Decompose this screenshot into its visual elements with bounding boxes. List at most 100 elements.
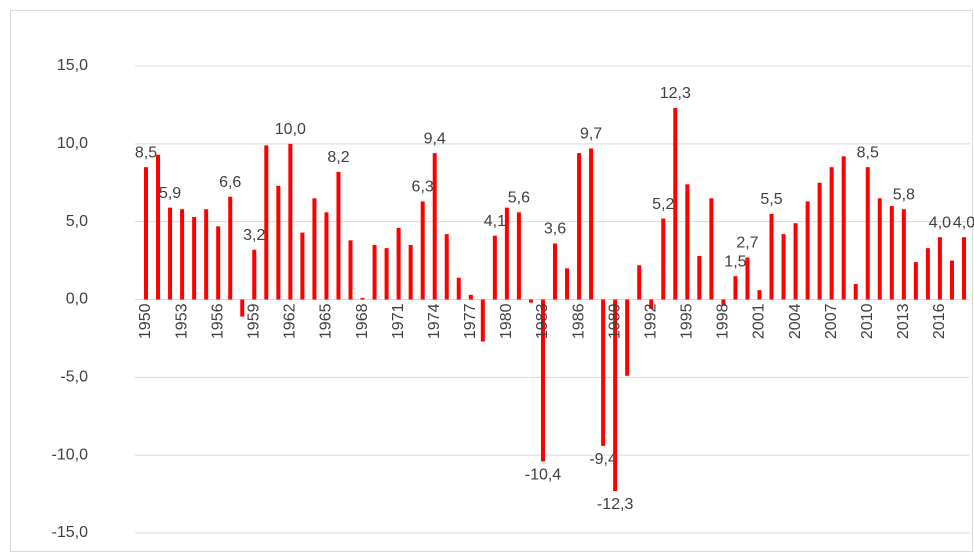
bar bbox=[444, 234, 449, 300]
bar bbox=[805, 201, 810, 300]
data-label: 12,3 bbox=[660, 85, 691, 102]
bar bbox=[757, 290, 762, 300]
data-label: 5,2 bbox=[652, 196, 674, 213]
data-label: 3,2 bbox=[243, 227, 265, 244]
bar bbox=[180, 209, 185, 300]
y-tick-label: 10,0 bbox=[57, 135, 88, 152]
bar bbox=[661, 218, 666, 300]
data-label: 8,5 bbox=[135, 144, 157, 161]
bar bbox=[697, 255, 702, 300]
bar bbox=[733, 276, 738, 300]
x-tick-label: 2010 bbox=[859, 303, 876, 339]
bar bbox=[637, 265, 642, 300]
data-label: 6,6 bbox=[219, 174, 241, 191]
data-label: 4,0 bbox=[953, 214, 974, 231]
x-tick-label: 1983 bbox=[534, 303, 551, 339]
bar bbox=[516, 212, 521, 300]
bar bbox=[168, 207, 173, 300]
y-tick-label: 0,0 bbox=[66, 291, 88, 308]
y-tick-label: -10,0 bbox=[52, 446, 89, 463]
bar bbox=[817, 182, 822, 300]
bar bbox=[480, 299, 485, 342]
x-tick-label: 1956 bbox=[209, 303, 226, 339]
bar bbox=[913, 262, 918, 300]
bar bbox=[889, 206, 894, 300]
data-label: 8,2 bbox=[327, 149, 349, 166]
bar bbox=[961, 237, 966, 300]
bar bbox=[456, 277, 461, 300]
bar bbox=[372, 245, 377, 300]
bar bbox=[252, 249, 257, 300]
bar bbox=[709, 198, 714, 300]
bar bbox=[240, 299, 245, 317]
bar bbox=[565, 268, 570, 300]
bar bbox=[204, 209, 209, 300]
data-label: 9,7 bbox=[580, 126, 602, 143]
bar bbox=[601, 299, 606, 446]
bar bbox=[625, 299, 630, 376]
bar bbox=[156, 154, 161, 300]
data-label: 6,3 bbox=[412, 179, 434, 196]
x-tick-label: 1995 bbox=[679, 303, 696, 339]
bar bbox=[865, 167, 870, 300]
data-label: 1,5 bbox=[724, 253, 746, 270]
x-tick-label: 1968 bbox=[354, 303, 371, 339]
bar bbox=[360, 297, 365, 300]
bar bbox=[264, 145, 269, 300]
bar bbox=[216, 226, 221, 300]
x-tick-label: 1950 bbox=[137, 303, 154, 339]
bar bbox=[300, 232, 305, 300]
data-label: 9,4 bbox=[424, 130, 446, 147]
data-label: 3,6 bbox=[544, 221, 566, 238]
x-tick-label: 1977 bbox=[462, 303, 479, 339]
bar bbox=[468, 294, 473, 300]
bar bbox=[553, 243, 557, 300]
bar bbox=[925, 248, 930, 300]
y-tick-label: -15,0 bbox=[52, 524, 89, 541]
x-tick-label: 1974 bbox=[426, 303, 443, 339]
bar bbox=[901, 209, 906, 300]
bar bbox=[408, 245, 413, 300]
x-tick-label: 2007 bbox=[823, 303, 840, 339]
bar bbox=[432, 153, 437, 300]
bar bbox=[144, 167, 149, 300]
data-label: 4,1 bbox=[484, 213, 506, 230]
bar bbox=[853, 283, 858, 300]
x-tick-label: 1965 bbox=[318, 303, 335, 339]
bar bbox=[192, 216, 197, 300]
bar bbox=[396, 227, 401, 300]
bar bbox=[336, 171, 341, 300]
data-label: -10,4 bbox=[525, 467, 562, 484]
bar bbox=[492, 235, 497, 300]
x-tick-label: 1962 bbox=[282, 303, 299, 339]
data-label: 5,6 bbox=[508, 190, 530, 207]
data-label: 2,7 bbox=[736, 235, 758, 252]
chart-border bbox=[10, 10, 973, 552]
x-tick-label: 2016 bbox=[931, 303, 948, 339]
x-tick-label: 2001 bbox=[751, 303, 768, 339]
bar bbox=[721, 299, 726, 306]
bar bbox=[504, 207, 509, 300]
bar bbox=[577, 153, 582, 300]
bar bbox=[528, 299, 533, 303]
bar bbox=[685, 184, 690, 300]
bar bbox=[841, 156, 846, 300]
bar bbox=[949, 260, 954, 300]
bar bbox=[228, 196, 233, 300]
x-tick-label: 1980 bbox=[498, 303, 515, 339]
bar bbox=[288, 143, 293, 300]
data-label: -9,4 bbox=[589, 451, 617, 468]
data-label: 4,0 bbox=[929, 214, 951, 231]
data-label: 5,9 bbox=[159, 185, 181, 202]
bar bbox=[589, 148, 594, 300]
bar bbox=[877, 198, 882, 300]
x-tick-label: 1986 bbox=[570, 303, 587, 339]
bar bbox=[384, 248, 389, 300]
bar bbox=[649, 299, 654, 309]
y-tick-label: 15,0 bbox=[57, 57, 88, 74]
data-label: 10,0 bbox=[275, 121, 306, 138]
bar bbox=[324, 212, 329, 300]
x-tick-label: 1998 bbox=[715, 303, 732, 339]
bar bbox=[276, 185, 281, 300]
